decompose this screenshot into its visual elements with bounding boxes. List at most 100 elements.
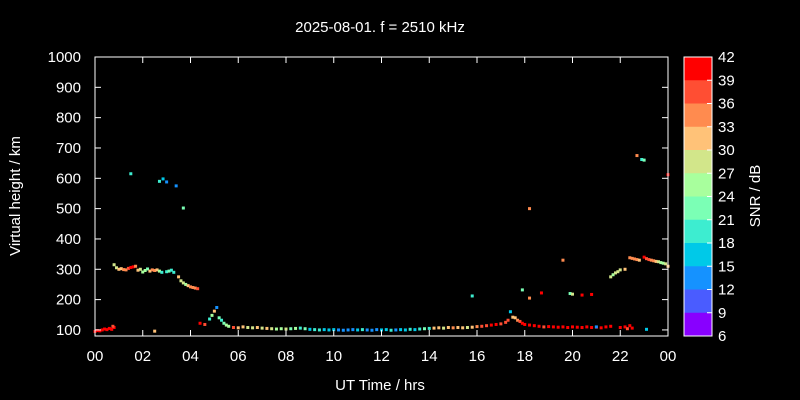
x-axis-label: UT Time / hrs (335, 377, 425, 394)
echo-point (241, 325, 245, 329)
echo-point (186, 284, 190, 288)
echo-point (167, 269, 171, 273)
echo-point (138, 267, 142, 271)
echo-point (652, 259, 656, 263)
echo-point (568, 292, 572, 296)
echo-point (284, 327, 288, 331)
x-tick-label: 10 (325, 348, 342, 365)
echo-point (236, 326, 240, 330)
colorbar-tick-label: 24 (718, 189, 735, 206)
echo-point (470, 294, 474, 298)
echo-point (511, 315, 515, 319)
echo-point (220, 318, 224, 322)
echo-point (303, 327, 307, 331)
echo-point (274, 327, 278, 331)
echo-point (181, 206, 185, 210)
y-tick-label: 100 (56, 322, 81, 339)
echo-point (408, 327, 412, 331)
echo-point (193, 286, 197, 290)
echo-point (470, 325, 474, 329)
echo-point (618, 326, 622, 330)
echo-point (399, 328, 403, 332)
snr-colorbar: 42 39 36 33 30 27 24 21 18 15 12 9 6 (683, 49, 735, 345)
x-tick-label: 00 (660, 348, 677, 365)
colorbar-tick-label: 42 (718, 49, 735, 66)
echo-point (422, 327, 426, 331)
echo-point (351, 328, 355, 332)
echo-point (119, 267, 123, 271)
echo-point (561, 258, 565, 262)
echo-point (136, 268, 140, 272)
echo-point (153, 268, 157, 272)
echo-point (403, 328, 407, 332)
echo-point (165, 270, 169, 274)
echo-point (556, 325, 560, 329)
echo-point (210, 313, 214, 317)
echo-point (475, 325, 479, 329)
echo-point (642, 158, 646, 162)
colorbar-tick-label: 9 (718, 305, 726, 322)
echo-point (160, 270, 164, 274)
echo-point (494, 322, 498, 326)
echo-point (427, 326, 431, 330)
echo-point (654, 259, 658, 263)
echo-point (520, 288, 524, 292)
colorbar-tick-label: 27 (718, 165, 735, 182)
echo-point (279, 327, 283, 331)
echo-point (231, 326, 235, 330)
echo-point (112, 263, 116, 267)
echo-point (370, 328, 374, 332)
echo-point (191, 285, 195, 289)
echo-point (165, 180, 169, 184)
echo-point (659, 261, 663, 265)
echo-point (181, 281, 185, 285)
echo-point (635, 258, 639, 262)
echo-point (528, 323, 532, 327)
colorbar-tick-label: 15 (718, 258, 735, 275)
echo-point (580, 326, 584, 330)
chart-title: 2025-08-01. f = 2510 kHz (295, 19, 465, 36)
echo-point (346, 328, 350, 332)
echo-point (217, 316, 221, 320)
echo-point (647, 258, 651, 262)
echo-point (124, 268, 128, 272)
echo-point (100, 328, 104, 332)
echo-point (611, 273, 615, 277)
echo-point (105, 328, 109, 332)
echo-point (111, 324, 115, 328)
echo-point (169, 268, 173, 272)
x-tick-label: 20 (564, 348, 581, 365)
echo-point (265, 326, 269, 330)
echo-point (630, 326, 634, 330)
echo-point (126, 266, 130, 270)
echo-point (623, 267, 627, 271)
echo-point (664, 262, 668, 266)
echo-point (518, 319, 522, 323)
echo-point (389, 328, 393, 332)
x-tick-label: 16 (469, 348, 486, 365)
colorbar-segment (684, 243, 712, 267)
echo-point (645, 327, 649, 331)
echo-point (508, 310, 512, 314)
echo-point (661, 261, 665, 265)
echo-point (148, 269, 152, 273)
echo-point (547, 325, 551, 329)
echo-point (609, 275, 613, 279)
echo-point (437, 326, 441, 330)
echo-point (174, 184, 178, 188)
echo-point (298, 326, 302, 330)
echo-point (394, 328, 398, 332)
echo-point (630, 256, 634, 260)
echo-point (532, 324, 536, 328)
echo-point (465, 326, 469, 330)
echo-point (523, 322, 527, 326)
echo-point (506, 318, 510, 322)
x-tick-label: 06 (230, 348, 247, 365)
echo-point (134, 264, 138, 268)
echo-point (317, 328, 321, 332)
echo-point (189, 285, 192, 289)
echo-point (537, 324, 541, 328)
y-tick-label: 400 (56, 231, 81, 248)
y-tick-label: 700 (56, 140, 81, 157)
